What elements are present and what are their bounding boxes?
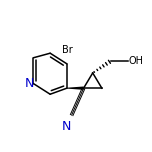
Text: OH: OH [128, 56, 143, 66]
Text: N: N [25, 77, 34, 90]
Text: N: N [62, 120, 72, 133]
Polygon shape [67, 86, 84, 90]
Text: Br: Br [62, 45, 72, 55]
